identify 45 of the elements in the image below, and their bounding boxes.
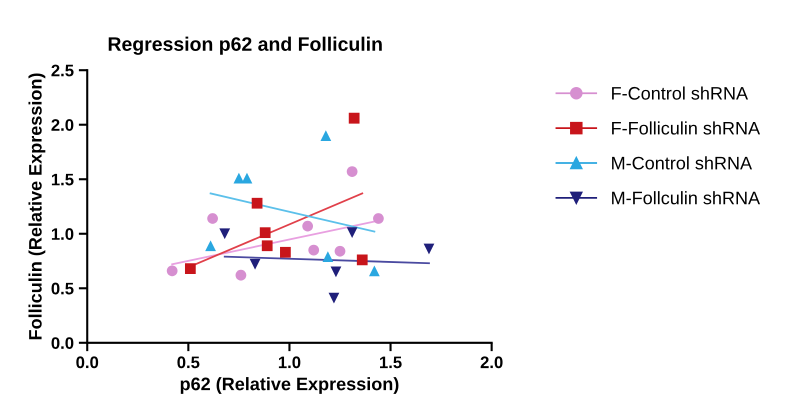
point <box>236 270 246 281</box>
point <box>308 244 320 256</box>
point <box>184 263 196 274</box>
point <box>280 246 291 258</box>
point <box>348 112 360 124</box>
legend-label: M-Control shRNA <box>612 156 752 170</box>
y-tick-label: 1.5 <box>52 174 74 186</box>
point <box>302 220 314 232</box>
point <box>250 258 260 270</box>
x-tick-label: 2.0 <box>480 356 503 368</box>
point <box>373 213 384 224</box>
point <box>368 265 380 276</box>
x-tick-label: 1.5 <box>380 356 402 368</box>
point <box>320 130 332 142</box>
point <box>205 240 216 252</box>
point <box>166 265 178 276</box>
y-axis-title: Folliculin (Relative Expression) <box>28 73 46 340</box>
point <box>322 251 334 262</box>
point <box>346 166 358 177</box>
legend-label: F-Control shRNA <box>612 86 748 100</box>
chart-title: Regression p62 and Folliculin <box>108 36 382 55</box>
x-axis-title: p62 (Relative Expression) <box>180 377 398 394</box>
y-tick-label: 2.0 <box>51 119 74 131</box>
y-tick-label: 1.0 <box>52 228 74 240</box>
point <box>356 254 368 266</box>
y-tick-label: 0.5 <box>52 282 74 294</box>
point <box>242 172 252 184</box>
y-tick-label: 2.5 <box>51 64 74 76</box>
legend-label: M-Follculin shRNA <box>612 191 760 204</box>
x-tick-label: 0.5 <box>177 356 200 368</box>
x-tick-label: 1.0 <box>278 356 300 368</box>
point <box>207 213 218 224</box>
point <box>334 246 346 257</box>
point <box>219 228 230 240</box>
point <box>260 227 271 238</box>
point <box>346 227 358 238</box>
y-tick-label: 0.0 <box>52 337 74 349</box>
point <box>262 240 273 252</box>
point <box>234 172 244 184</box>
point <box>328 292 340 304</box>
point <box>330 266 342 278</box>
point <box>424 244 434 254</box>
point <box>252 198 262 209</box>
x-tick-label: 0.0 <box>76 356 98 368</box>
legend-label: F-Folliculin shRNA <box>612 121 760 135</box>
